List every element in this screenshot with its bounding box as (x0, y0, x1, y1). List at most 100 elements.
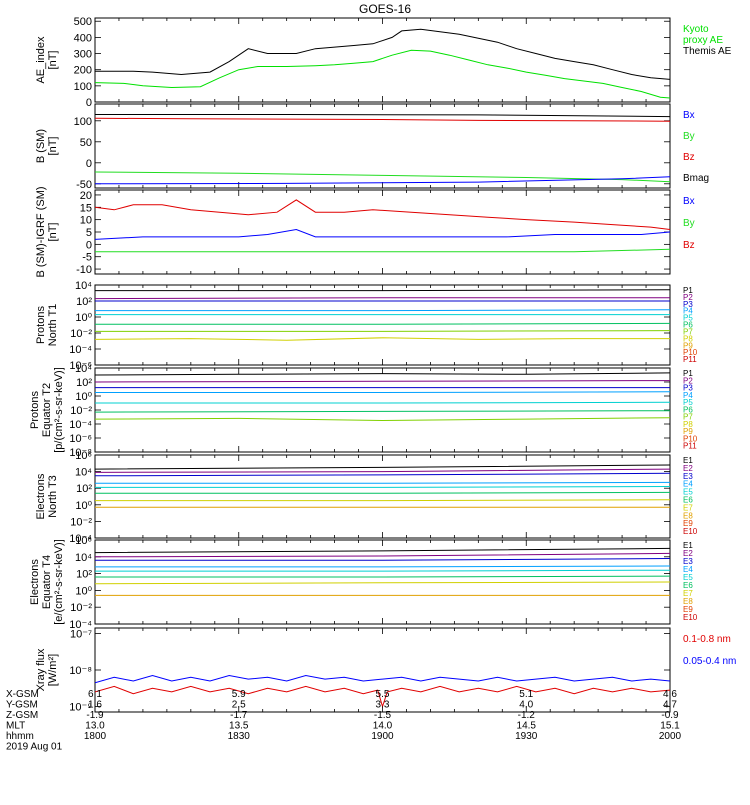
legend-entry: E4 (683, 480, 693, 489)
legend-entry: E6 (683, 581, 693, 590)
axis-row-value: 1930 (515, 731, 538, 742)
legend-entry: P3 (683, 300, 693, 309)
y-tick-label: 100 (74, 81, 92, 93)
y-tick-label: 10⁻² (70, 405, 92, 417)
series-line-e4 (95, 565, 670, 568)
legend-entry: E10 (683, 527, 698, 536)
series-line-e6 (95, 491, 670, 494)
axis-row-value: 5.9 (232, 689, 246, 700)
y-tick-label: 10⁴ (75, 363, 92, 375)
series-line-0-05-0-4-nm (95, 674, 670, 684)
series-line-p2 (95, 380, 670, 383)
y-tick-label: 0 (86, 158, 92, 170)
axis-row-value: 4.6 (663, 689, 677, 700)
legend-entry: P8 (683, 420, 693, 429)
series-group (95, 199, 670, 253)
series-group (95, 372, 670, 422)
legend-entry: P1 (683, 286, 693, 295)
series-line-p6 (95, 410, 670, 413)
legend-entry: By (683, 131, 695, 142)
series-line-bz (95, 117, 670, 122)
legend-entry: E2 (683, 464, 693, 473)
y-axis-label: AE_index (35, 36, 47, 84)
series-group (95, 464, 670, 508)
legend-entry: P6 (683, 405, 693, 414)
axis-row-value: 4.0 (519, 700, 533, 711)
legend-entry: P11 (683, 355, 697, 364)
series-line-by (95, 248, 670, 253)
y-axis-label: B (SM)-IGRF (SM) (35, 186, 47, 277)
series-line-e3 (95, 558, 670, 561)
legend-entry: P7 (683, 327, 693, 336)
y-tick-label: 10⁰ (75, 312, 92, 324)
series-line-e3 (95, 472, 670, 477)
legend-entry: E9 (683, 605, 693, 614)
series-line-p4 (95, 391, 670, 393)
legend-entry: E4 (683, 565, 693, 574)
y-tick-label: 10² (76, 483, 92, 495)
y-tick-label: 400 (74, 32, 92, 44)
y-axis-label: Equator T2 (41, 383, 53, 437)
figure-title: GOES-16 (359, 2, 411, 16)
axis-row-label: MLT (6, 721, 25, 732)
series-line-p1 (95, 372, 670, 376)
y-tick-label: 20 (80, 190, 92, 202)
series-line-p4 (95, 309, 670, 312)
legend-entry: E1 (683, 456, 693, 465)
legend-entry: E1 (683, 541, 693, 550)
y-tick-label: 50 (80, 137, 92, 149)
axis-row-label: Y-GSM (6, 700, 38, 711)
y-axis-label: [p/(cm²-s-sr-keV)] (53, 367, 65, 453)
panel-frame (94, 284, 671, 366)
y-axis-label: Equator T4 (41, 555, 53, 609)
legend-entry: Bx (683, 110, 695, 121)
y-axis-label: Protons (35, 306, 47, 344)
series-group (95, 28, 670, 99)
series-line-themis-ae (95, 28, 670, 80)
panel-e_t4: 10⁻⁴ 10⁻² 10⁰ 10² 10⁴ 10⁶ Electrons Equator T4[… (29, 535, 698, 631)
axis-row-value: 1800 (84, 731, 107, 742)
series-line-p8 (95, 337, 670, 341)
legend-entry: proxy AE (683, 35, 723, 46)
legend-entry: P10 (683, 434, 698, 443)
y-axis-label: [W/m²] (47, 654, 59, 686)
x-axis-labels: X-GSM 6.1 5.9 5.5 5.1 4.6 Y-GSM 1.6 2.5 3.3 4.0 4.7… (6, 689, 682, 753)
legend-entry: P9 (683, 427, 693, 436)
y-tick-label: 10⁻² (70, 602, 92, 614)
legend-entry: P6 (683, 321, 693, 330)
axis-row-label: Z-GSM (6, 710, 38, 721)
legend-entry: E3 (683, 557, 693, 566)
y-axis-label: [nT] (47, 137, 59, 156)
axis-row-value: 1900 (371, 731, 394, 742)
series-line-p6 (95, 322, 670, 325)
axis-row-value: -1.5 (374, 710, 392, 721)
y-tick-label: 10⁻⁶ (69, 360, 92, 372)
series-line-p5 (95, 401, 670, 404)
y-tick-label: 10² (76, 377, 92, 389)
legend-entry: E5 (683, 573, 693, 582)
y-tick-label: 10⁶ (75, 535, 92, 547)
y-tick-label: 10⁴ (75, 280, 92, 292)
legend-entry: E3 (683, 472, 693, 481)
series-group (95, 547, 670, 596)
legend-entry: P1 (683, 369, 693, 378)
axis-row-value: 6.1 (88, 689, 102, 700)
y-tick-label: -10 (76, 264, 92, 276)
series-line-kyoto-proxy-ae (95, 49, 670, 99)
legend-entry: E8 (683, 597, 693, 606)
y-axis-label: [nT] (47, 223, 59, 242)
series-line-p1 (95, 289, 670, 292)
series-line-e7 (95, 581, 670, 585)
series-line-bmag (95, 114, 670, 118)
axis-row-value: 5.5 (376, 689, 390, 700)
y-tick-label: 10⁻⁴ (69, 619, 92, 631)
axis-row-label: hhmm (6, 731, 34, 742)
legend-entry: Themis AE (683, 46, 732, 57)
legend-entry: Bz (683, 240, 695, 251)
series-line-e2 (95, 552, 670, 558)
series-group (95, 674, 670, 709)
legend-entry: 0.1-0.8 nm (683, 634, 731, 645)
